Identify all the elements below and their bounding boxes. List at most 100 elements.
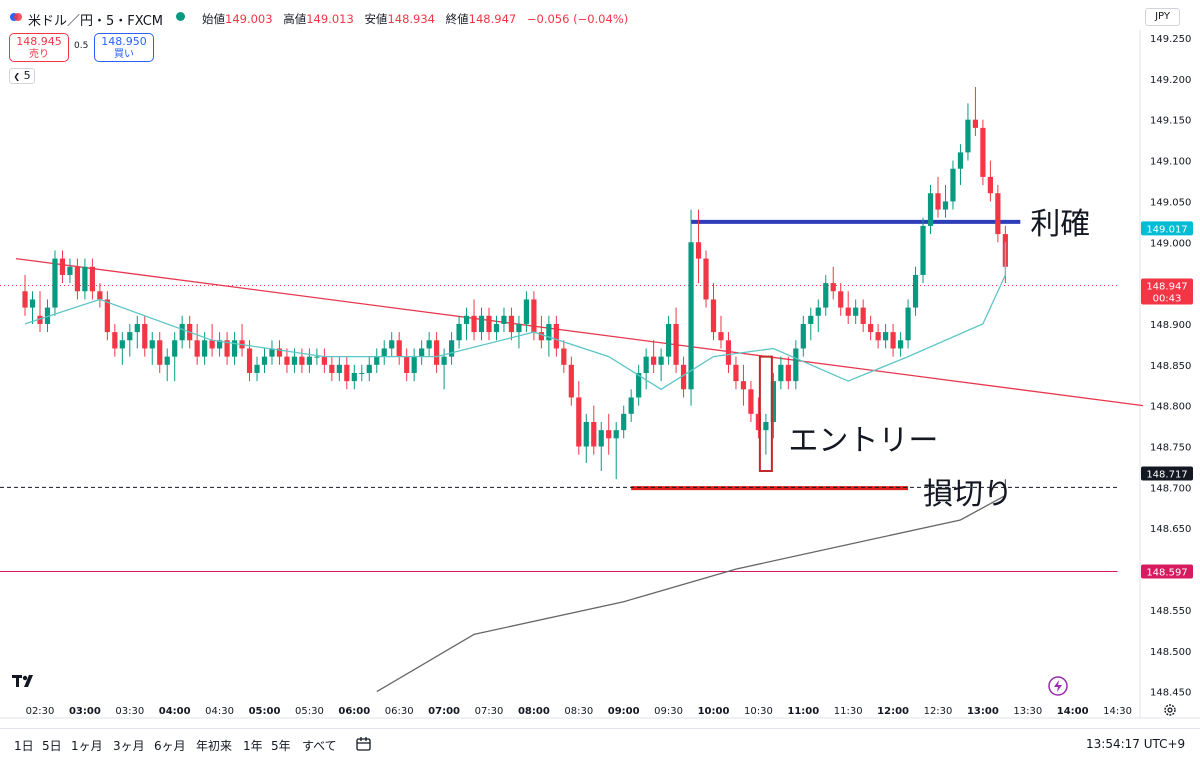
clock-readout[interactable]: 13:54:17 UTC+9 <box>1086 737 1186 751</box>
range-1m[interactable]: 1ヶ月 <box>71 739 103 753</box>
candle-body <box>359 372 365 374</box>
y-tick-label: 148.500 <box>1150 647 1191 658</box>
candle-body <box>748 389 754 414</box>
candle-body <box>29 299 36 308</box>
candle-body <box>389 340 395 349</box>
high-value: 149.013 <box>306 12 354 26</box>
range-1d[interactable]: 1日 <box>14 739 34 753</box>
candle-body <box>59 258 66 275</box>
candle-body <box>269 348 275 357</box>
candle-body <box>935 193 941 210</box>
ohlc-readout: 始値149.003 高値149.013 安値148.934 終値148.947 … <box>202 11 635 27</box>
candle-body <box>740 381 747 390</box>
y-tick-label: 149.100 <box>1150 157 1191 168</box>
y-tick-label: 149.200 <box>1150 75 1191 86</box>
buy-price: 148.950 <box>101 35 147 48</box>
candle-body <box>179 323 185 341</box>
range-1y[interactable]: 1年 <box>243 739 263 753</box>
candle-body <box>246 348 253 373</box>
candle-body <box>651 356 657 365</box>
candle-body <box>314 356 320 358</box>
y-tick-label: 149.050 <box>1150 197 1191 208</box>
candle-body <box>980 127 986 177</box>
candle-body <box>613 430 619 439</box>
candle-body <box>419 348 425 357</box>
candle-body <box>112 332 118 349</box>
candle-body <box>366 364 372 373</box>
candle-body <box>703 258 709 300</box>
price-tag <box>1141 278 1193 305</box>
candle-body <box>426 340 432 349</box>
candle-body <box>823 283 829 308</box>
candle-body <box>688 242 694 390</box>
calendar-icon[interactable] <box>355 735 373 753</box>
price-tag-countdown: 00:43 <box>1153 294 1182 305</box>
x-tick-label: 02:30 <box>26 706 55 717</box>
x-tick-label: 12:30 <box>924 706 953 717</box>
price-chart[interactable]: 149.250 149.200 149.150 149.100 149.050 149.0… <box>0 0 1200 728</box>
open-value: 149.003 <box>225 12 273 26</box>
candle-body <box>89 266 95 292</box>
candle-body <box>478 315 485 333</box>
candle-body <box>351 372 357 382</box>
ma-fast-line <box>24 242 1007 391</box>
candle-body <box>808 315 814 324</box>
x-tick-label: 08:30 <box>564 706 593 717</box>
candle-body <box>942 201 949 210</box>
sell-button[interactable]: 148.945 売り <box>9 33 69 62</box>
candle-body <box>538 332 544 341</box>
x-tick-label: 13:30 <box>1013 706 1042 717</box>
candle-body <box>224 340 230 357</box>
x-tick-label: 04:00 <box>159 706 191 717</box>
range-6m[interactable]: 6ヶ月 <box>154 739 186 753</box>
tradingview-logo-icon[interactable] <box>10 672 40 690</box>
price-tag-value: 148.947 <box>1146 282 1187 293</box>
x-tick-label: 10:00 <box>698 706 730 717</box>
entry-label: エントリー <box>788 423 938 458</box>
candle-body <box>718 332 724 341</box>
candle-body <box>770 381 776 422</box>
x-tick-label: 06:30 <box>385 706 414 717</box>
range-ytd[interactable]: 年初来 <box>196 739 233 753</box>
y-tick-label: 148.800 <box>1150 402 1191 413</box>
x-tick-label: 09:30 <box>654 706 683 717</box>
candle-body <box>666 323 672 357</box>
candle-body <box>912 274 919 308</box>
y-tick-label: 148.450 <box>1150 688 1191 699</box>
candle-body <box>972 119 979 128</box>
candle-body <box>516 323 522 333</box>
x-tick-label: 08:00 <box>518 706 550 717</box>
x-tick-label: 14:00 <box>1057 706 1089 717</box>
candle-body <box>231 340 238 357</box>
symbol-icon <box>10 13 22 21</box>
range-all[interactable]: すべて <box>302 739 337 753</box>
x-tick-label: 13:00 <box>967 706 999 717</box>
range-5d[interactable]: 5日 <box>42 739 62 753</box>
interval-toggle[interactable]: ❮ 5 <box>9 68 35 84</box>
candle-body <box>800 323 806 349</box>
candle-body <box>434 340 440 365</box>
price-tag-value: 148.717 <box>1146 469 1187 480</box>
currency-selector[interactable]: JPY <box>1145 8 1180 26</box>
candle-body <box>329 364 335 373</box>
candle-body <box>755 413 761 431</box>
lightning-icon[interactable] <box>1048 676 1068 696</box>
candle-body <box>306 356 312 365</box>
buy-button[interactable]: 148.950 買い <box>94 33 154 62</box>
candle-body <box>374 356 380 365</box>
candle-body <box>897 340 904 349</box>
range-5y[interactable]: 5年 <box>271 739 291 753</box>
gear-icon[interactable] <box>1163 703 1177 717</box>
candle-body <box>127 332 133 341</box>
symbol-title[interactable]: 米ドル／円・5・FXCM <box>28 14 164 29</box>
candle-body <box>164 356 170 365</box>
candle-body <box>606 430 612 439</box>
candle-body <box>74 266 81 292</box>
range-3m[interactable]: 3ヶ月 <box>113 739 145 753</box>
candle-body <box>621 413 627 431</box>
chart-header: 米ドル／円・5・FXCM 始値149.003 高値149.013 安値148.9… <box>0 0 1140 34</box>
candle-body <box>381 348 387 357</box>
candle-body <box>52 258 58 308</box>
x-tick-label: 03:30 <box>115 706 144 717</box>
y-tick-label: 148.650 <box>1150 524 1191 535</box>
